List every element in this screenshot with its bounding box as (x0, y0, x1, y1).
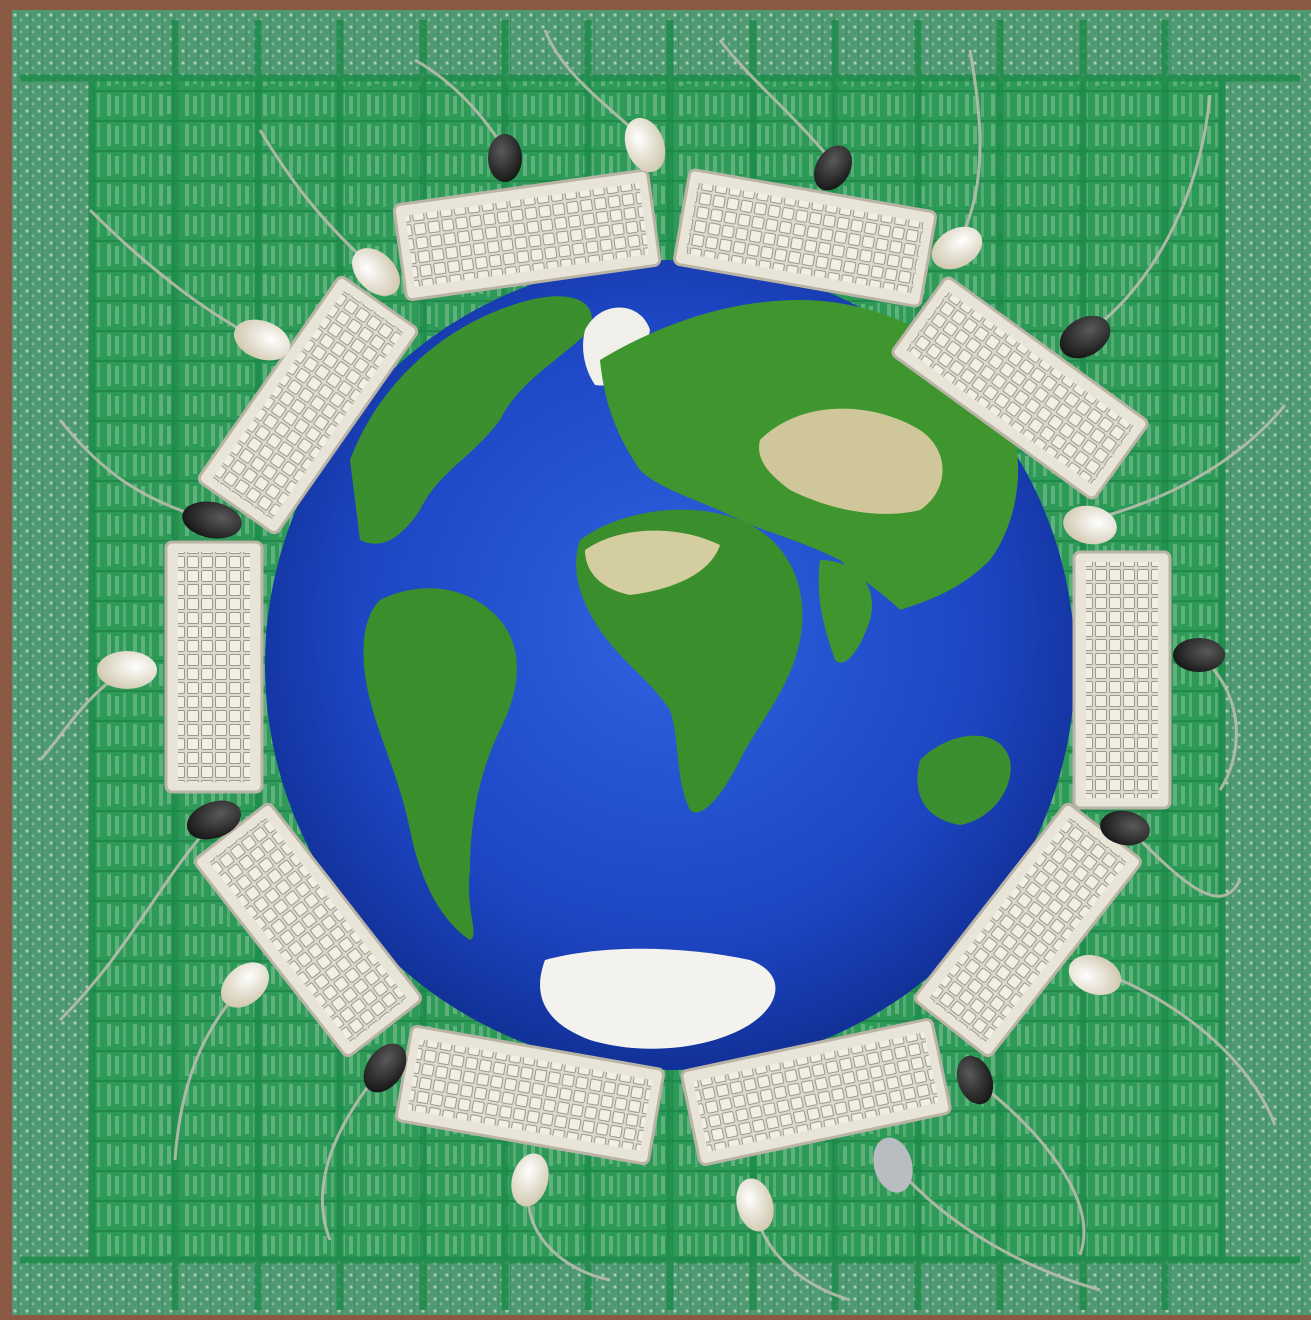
keyboard (395, 1024, 665, 1166)
mouse (220, 962, 270, 1008)
mouse (186, 800, 242, 840)
earth-globe (265, 260, 1075, 1070)
mouse (182, 501, 242, 539)
mouse (1173, 638, 1225, 672)
mouse (956, 1055, 994, 1105)
mouse (814, 145, 852, 191)
mouse (931, 226, 983, 270)
mouse (1059, 315, 1111, 359)
mouse (352, 248, 400, 296)
keyboard (673, 168, 937, 308)
keyboard (164, 540, 264, 794)
mouse (736, 1178, 774, 1232)
keyboards (164, 168, 1172, 1166)
mouse (488, 134, 522, 182)
mouse (1063, 505, 1117, 545)
mouse (1100, 810, 1150, 846)
mouse (1068, 954, 1122, 996)
keyboard (1072, 550, 1172, 810)
keyboard (680, 1018, 952, 1166)
mouse (233, 319, 291, 361)
keyboard (194, 802, 422, 1058)
mice (97, 117, 1225, 1232)
keyboard (197, 275, 419, 535)
mouse (97, 651, 157, 689)
keyboard (392, 168, 662, 302)
mouse (624, 117, 666, 173)
keyboard (891, 276, 1149, 500)
mouse (873, 1137, 913, 1193)
mouse (511, 1153, 549, 1207)
mouse (363, 1043, 407, 1093)
